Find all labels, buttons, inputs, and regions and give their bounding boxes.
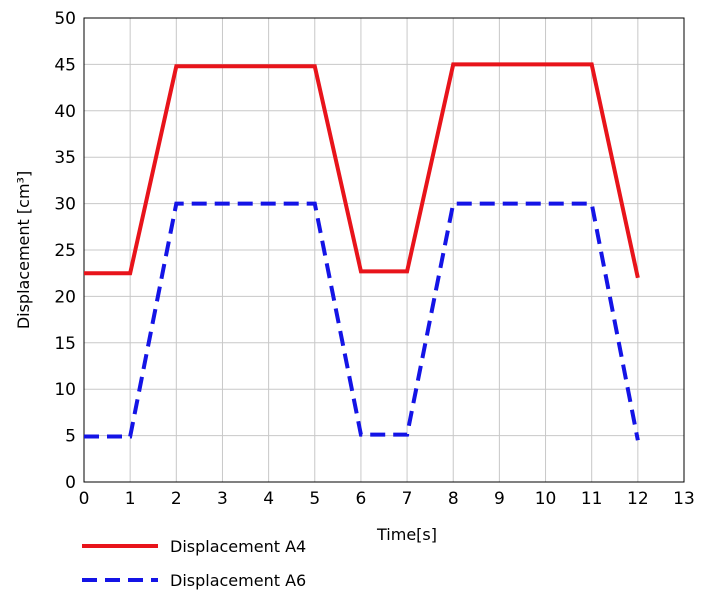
x-tick-label: 5 (309, 489, 320, 509)
x-tick-label: 3 (217, 489, 228, 509)
x-tick-label: 4 (263, 489, 274, 509)
series-layer (84, 62, 640, 441)
x-tick-label: 11 (581, 489, 603, 509)
legend-item-a6: Displacement A6 (82, 571, 306, 590)
x-tick-label: 0 (79, 489, 90, 509)
y-tick-label: 25 (54, 241, 76, 261)
plot-frame (83, 17, 685, 483)
y-tick-label: 10 (54, 380, 76, 400)
x-tick-label: 9 (494, 489, 505, 509)
y-tick-label: 15 (54, 334, 76, 354)
y-axis-ticks: 0 5 10 15 20 25 30 35 40 45 50 (54, 9, 76, 493)
y-tick-label: 5 (65, 427, 76, 447)
x-tick-label: 13 (673, 489, 695, 509)
y-tick-label: 20 (54, 287, 76, 307)
y-axis-label: Displacement [cm³] (14, 171, 33, 329)
x-tick-label: 7 (402, 489, 413, 509)
y-tick-label: 45 (54, 55, 76, 75)
y-tick-label: 0 (65, 473, 76, 493)
series-line-a4 (84, 62, 640, 279)
legend-label-a6: Displacement A6 (170, 571, 306, 590)
y-tick-label: 35 (54, 148, 76, 168)
x-tick-label: 1 (125, 489, 136, 509)
x-tick-label: 6 (356, 489, 367, 509)
y-tick-label: 40 (54, 102, 76, 122)
legend: Displacement A4 Displacement A6 (82, 537, 306, 590)
legend-item-a4: Displacement A4 (82, 537, 306, 556)
x-tick-label: 8 (448, 489, 459, 509)
x-tick-label: 12 (627, 489, 649, 509)
y-tick-label: 30 (54, 195, 76, 215)
series-line-a6 (84, 201, 640, 441)
x-tick-label: 10 (535, 489, 557, 509)
x-axis-label: Time[s] (376, 525, 437, 544)
y-tick-label: 50 (54, 9, 76, 29)
legend-label-a4: Displacement A4 (170, 537, 306, 556)
plot-border (83, 17, 685, 483)
grid (83, 17, 685, 483)
x-tick-label: 2 (171, 489, 182, 509)
x-axis-ticks: 0 1 2 3 4 5 6 7 8 9 10 11 12 13 (79, 489, 695, 509)
